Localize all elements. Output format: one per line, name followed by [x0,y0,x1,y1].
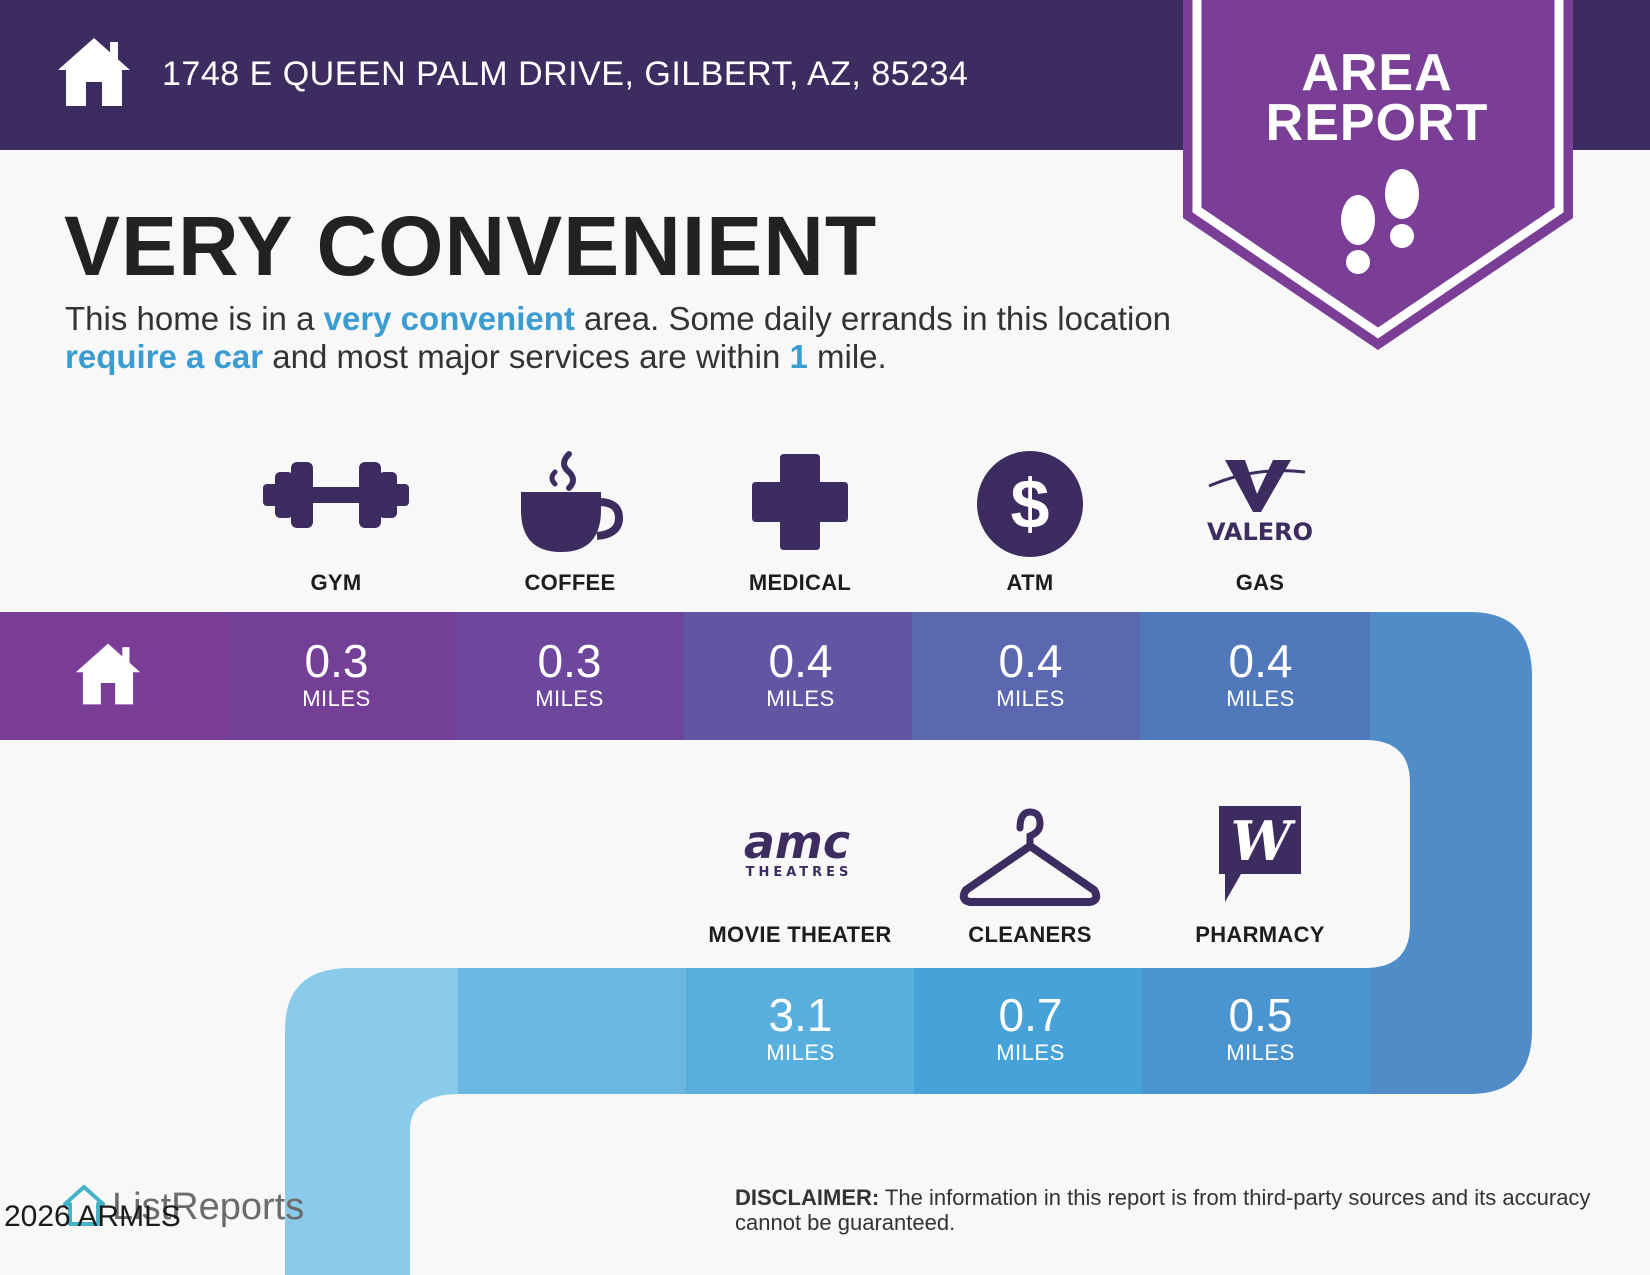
intro-highlight-2: require a car [65,338,264,375]
amenity-coffee: COFFEE [460,450,680,595]
amc-logo: amc THEATRES [744,820,853,880]
intro-highlight-3: 1 [789,338,808,375]
amenity-pharmacy: W PHARMACY [1150,804,1370,947]
distance-value: 0.3 [304,635,369,687]
distance-value: 0.5 [1228,989,1293,1041]
distance-value: 0.3 [537,635,602,687]
intro-text: This home is in a very convenient area. … [65,300,1185,376]
distance-value: 3.1 [768,989,833,1041]
svg-text:amc: amc [744,820,850,869]
disclaimer-text: The information in this report is from t… [735,1185,1591,1235]
hanger-icon [959,808,1101,906]
amenity-gym: GYM [226,450,446,595]
distance-unit: MILES [766,686,835,711]
amenity-label: MOVIE THEATER [708,922,892,947]
distance-value: 0.4 [1228,635,1293,687]
distance-unit: MILES [766,1040,835,1065]
distance-unit: MILES [996,686,1065,711]
copyright-text: 2026 ARMLS [4,1200,181,1233]
amenity-label: GAS [1235,570,1285,595]
medical-cross-icon [752,454,848,550]
distance-value: 0.4 [768,635,833,687]
amenity-label: GYM [310,570,362,595]
distance-movie-theater: 3.1 MILES [686,990,915,1066]
amenity-label: PHARMACY [1195,922,1325,947]
intro-part-1: This home is in a [65,300,324,337]
amenity-label: MEDICAL [748,570,852,595]
footsteps-icon [1341,169,1419,274]
valero-logo: VALERO [1207,460,1313,546]
disclaimer-label: DISCLAIMER: [735,1185,880,1210]
svg-text:W: W [1231,809,1297,873]
house-icon [58,38,130,106]
walgreens-logo: W [1219,806,1301,902]
svg-text:$: $ [1011,465,1050,543]
svg-text:VALERO: VALERO [1207,518,1313,546]
distance-unit: MILES [1226,686,1295,711]
distance-medical: 0.4 MILES [686,636,915,712]
distance-cleaners: 0.7 MILES [916,990,1145,1066]
amenity-gas: VALERO GAS [1150,456,1370,595]
intro-highlight-1: very convenient [323,300,575,337]
amenity-atm: $ ATM [920,450,1140,595]
disclaimer: DISCLAIMER: The information in this repo… [735,1185,1595,1235]
badge-line-1: AREA [1301,44,1453,102]
amenity-cleaners: CLEANERS [920,806,1140,947]
listreports-logo-icon [63,1185,105,1226]
distance-value: 0.7 [998,989,1063,1041]
amenity-label: COFFEE [524,570,616,595]
distance-coffee: 0.3 MILES [455,636,684,712]
coffee-cup-icon [521,451,624,552]
distance-value: 0.4 [998,635,1063,687]
area-report-title: AREA REPORT [1190,44,1564,152]
distance-pharmacy: 0.5 MILES [1146,990,1375,1066]
intro-part-2: area. Some daily errands in this locatio… [574,300,1172,337]
amenity-label: CLEANERS [968,922,1092,947]
page-title: VERY CONVENIENT [64,199,878,293]
home-marker-icon [75,643,141,705]
badge-line-2: REPORT [1265,94,1489,152]
dumbbell-icon [263,462,409,528]
property-address: 1748 E QUEEN PALM DRIVE, GILBERT, AZ, 85… [162,55,969,93]
distance-gas: 0.4 MILES [1146,636,1375,712]
intro-part-4: mile. [807,338,887,375]
amenity-label: ATM [1006,570,1054,595]
distance-unit: MILES [1226,1040,1295,1065]
intro-part-3: and most major services are within [263,338,790,375]
amenity-medical: MEDICAL [690,450,910,595]
svg-text:THEATRES: THEATRES [746,865,853,880]
distance-unit: MILES [996,1040,1065,1065]
dollar-icon: $ [977,451,1083,557]
distance-gym: 0.3 MILES [222,636,451,712]
distance-unit: MILES [302,686,371,711]
area-report-badge [1183,0,1573,350]
amenity-movie-theater: amc THEATRES MOVIE THEATER [690,820,910,947]
distance-atm: 0.4 MILES [916,636,1145,712]
brand-name: ListReports [112,1186,305,1228]
distance-unit: MILES [535,686,604,711]
